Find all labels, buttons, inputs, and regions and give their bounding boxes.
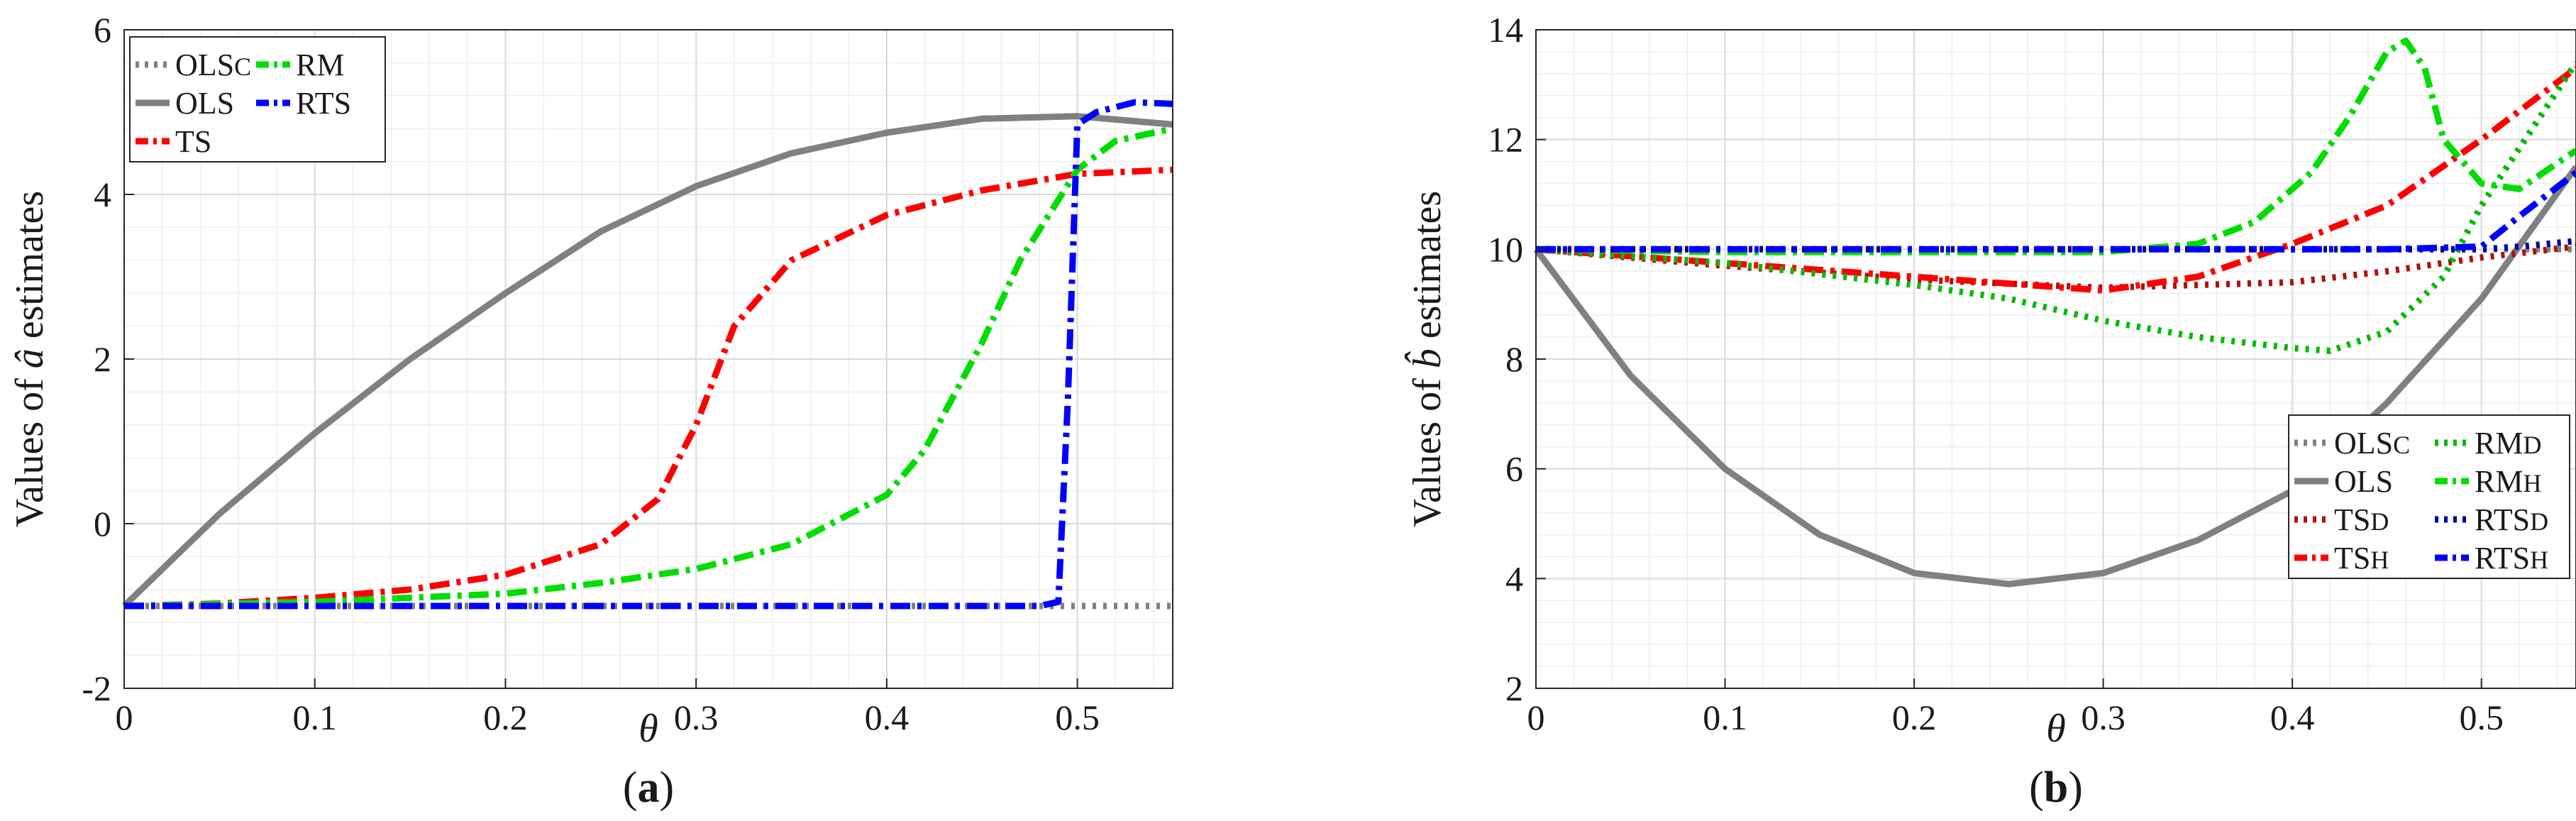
x-tick-label-a: 0.5: [1055, 698, 1100, 737]
caption-a-close: ): [660, 764, 675, 812]
series-layer-b: [1533, 38, 2576, 588]
y-tick-label-b: 6: [1505, 449, 1523, 489]
y-axis-label-b-suffix: estimates: [1405, 191, 1449, 348]
caption-b-close: ): [2068, 764, 2083, 812]
x-tick-label-b: 0: [1527, 698, 1545, 737]
grid-b: [1535, 29, 2576, 689]
caption-a-letter: a: [638, 764, 660, 812]
legend-box-b: [2288, 414, 2570, 579]
series-line-tsh-b: [1535, 65, 2576, 294]
legend-box-a: [129, 36, 386, 162]
legend-label-rtsh-b: RTSH: [2475, 541, 2548, 575]
legend-label-rmd-b: RMD: [2475, 426, 2541, 461]
y-axis-label-a: Values of â estimates: [8, 191, 52, 527]
y-tick-label-b: 14: [1488, 10, 1523, 50]
x-tick-label-b: 0.2: [1892, 698, 1937, 737]
series-line-rmd-b: [1535, 60, 2576, 354]
x-tick-label-a: 0.3: [674, 698, 719, 737]
series-line-ols-a: [121, 113, 1173, 609]
legend-label-rm-a: RM: [296, 48, 344, 82]
x-tick-label-b: 0.1: [1703, 698, 1747, 737]
y-axis-label-b-prefix: Values of: [1405, 368, 1449, 527]
legend-label-ols-b: OLS: [2334, 464, 2393, 499]
series-line-rmh-b: [1535, 38, 2576, 255]
series-line-rts-a: [124, 99, 1173, 610]
chart-panel-b: 0 0.1 0.2 0.3 0.4 0.5 2 4 6 8 10 12 14 θ Values of b…: [1404, 10, 2576, 812]
y-tick-label-a: 6: [94, 10, 111, 50]
x-axis-label-a: θ: [639, 707, 658, 751]
x-tick-label-b: 0.4: [2270, 698, 2315, 737]
x-tick-label-a: 0.1: [292, 698, 337, 737]
series-line-tsd-b: [1535, 243, 2576, 291]
legend-label-rtsd-b: RTSD: [2475, 502, 2548, 537]
y-tick-label-a: 2: [94, 339, 111, 379]
legend-label-rmh-b: RMH: [2475, 464, 2541, 499]
y-tick-label-b: 10: [1488, 229, 1523, 269]
y-axis-label-b: Values of b̂ estimates: [1404, 191, 1449, 527]
caption-b: (b): [2029, 764, 2083, 812]
series-line-ts-a: [123, 166, 1173, 610]
y-axis-label-a-suffix: estimates: [8, 191, 52, 348]
y-tick-label-b: 8: [1505, 339, 1523, 379]
legend-label-rts-a: RTS: [296, 86, 351, 121]
x-tick-label-a: 0: [116, 698, 133, 737]
x-axis-label-b: θ: [2046, 707, 2066, 751]
series-line-rm-a: [123, 125, 1173, 610]
x-tick-label-b: 0.5: [2459, 698, 2504, 737]
caption-a-open: (: [623, 764, 638, 812]
ticks-b: 0 0.1 0.2 0.3 0.4 0.5 2 4 6 8 10 12 14: [1488, 10, 2504, 737]
caption-b-letter: b: [2044, 764, 2068, 812]
caption-b-open: (: [2029, 764, 2044, 812]
series-line-rtsd-b: [1536, 238, 2576, 253]
series-layer-a: [121, 99, 1173, 610]
y-tick-label-a: -2: [82, 668, 111, 708]
series-line-rtsh-b: [1536, 170, 2576, 253]
legend-label-ts-a: TS: [175, 124, 211, 159]
x-tick-label-a: 0.2: [483, 698, 528, 737]
y-tick-label-b: 2: [1505, 668, 1523, 708]
legend-label-olsc-a: OLSC: [175, 48, 251, 82]
y-axis-label-a-symbol: â: [8, 348, 52, 368]
y-axis-label-a-prefix: Values of: [8, 368, 52, 527]
series-line-ols-b: [1533, 165, 2576, 588]
y-tick-label-a: 0: [94, 504, 111, 544]
legend-label-ols-a: OLS: [175, 86, 234, 121]
y-axis-label-b-symbol: b̂: [1404, 348, 1449, 368]
y-tick-label-b: 4: [1505, 558, 1523, 598]
legend-label-tsh-b: TSH: [2334, 541, 2389, 575]
legend-label-tsd-b: TSD: [2334, 502, 2389, 537]
y-tick-label-a: 4: [94, 175, 111, 214]
y-tick-label-b: 12: [1488, 120, 1523, 160]
x-tick-label-a: 0.4: [865, 698, 910, 737]
x-tick-label-b: 0.3: [2081, 698, 2126, 737]
caption-a: (a): [623, 764, 674, 812]
legend-label-olsc-b: OLSC: [2334, 426, 2410, 461]
